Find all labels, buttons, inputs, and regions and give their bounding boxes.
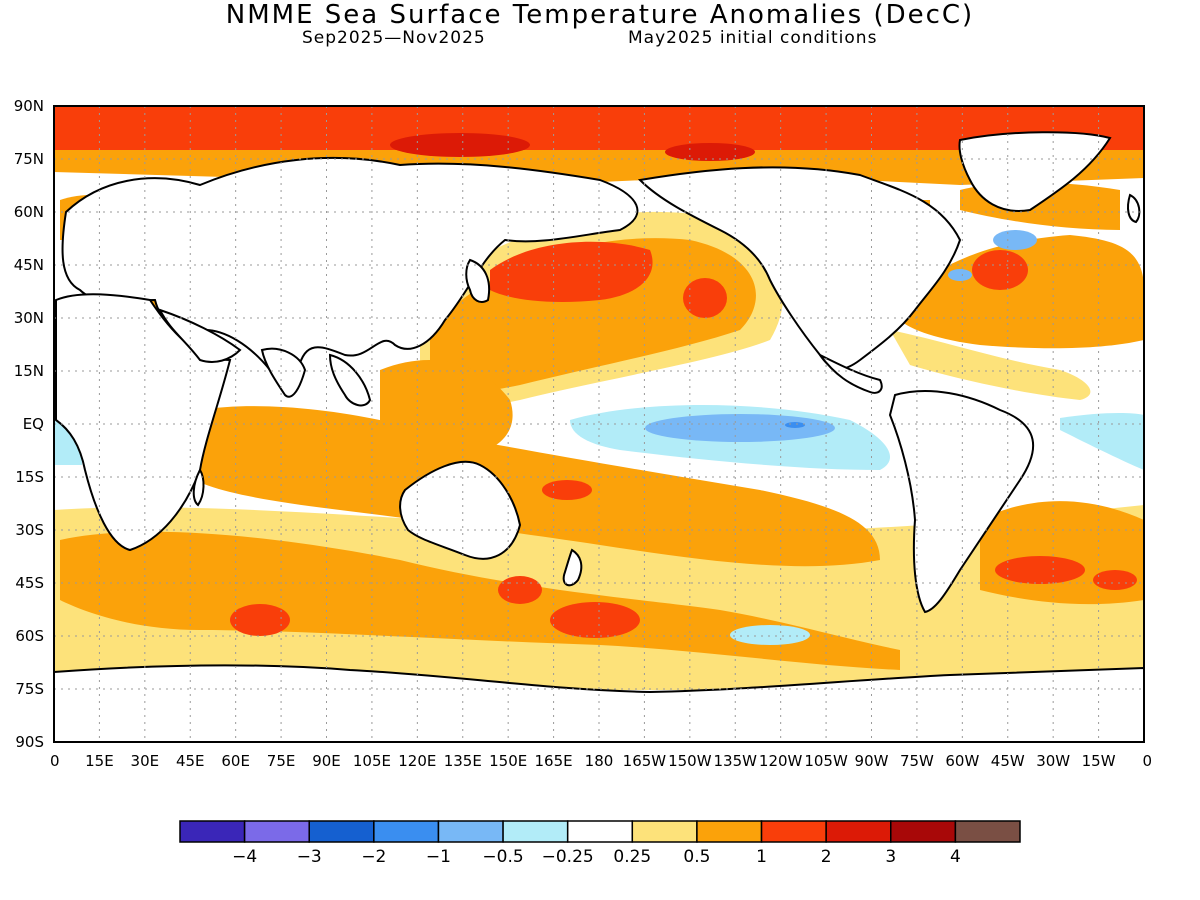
initial-conditions: May2025 initial conditions [628, 28, 878, 48]
colorbar-swatch [954, 820, 1021, 843]
map-title: NMME Sea Surface Temperature Anomalies (… [225, 0, 975, 30]
longitude-label: 120E [398, 752, 436, 770]
forecast-period: Sep2025—Nov2025 [302, 28, 486, 48]
colorbar-swatch [631, 820, 698, 843]
colorbar-tick-label: −2 [361, 847, 386, 867]
longitude-label: 60E [221, 752, 250, 770]
latitude-label: 60S [15, 627, 44, 645]
longitude-labels: 0 15E 30E 45E 60E 75E 90E 105E 120E 135E 150E 165E 1… [50, 752, 1152, 770]
colorbar-swatch [890, 820, 957, 843]
latitude-label: 75S [15, 680, 44, 698]
longitude-label: 105E [353, 752, 391, 770]
colorbar-swatch [502, 820, 569, 843]
colorbar [179, 820, 1021, 843]
map-frame [53, 105, 1145, 743]
longitude-label: 45W [991, 752, 1025, 770]
colorbar-swatch [696, 820, 763, 843]
colorbar-swatch [760, 820, 827, 843]
colorbar-tick-labels: −4 −3 −2 −1 −0.5 −0.25 0.25 0.5 1 2 3 4 [232, 847, 961, 867]
colorbar-swatch [437, 820, 504, 843]
latitude-labels: 90N 75N 60N 45N 30N 15N EQ 15S 30S 45S 60S 75S 90S [14, 97, 44, 751]
latitude-label: 45N [14, 256, 44, 274]
latitude-label: 60N [14, 203, 44, 221]
longitude-label: 15E [85, 752, 114, 770]
longitude-label: 105W [804, 752, 848, 770]
longitude-label: 120W [759, 752, 803, 770]
longitude-label: 30E [131, 752, 160, 770]
colorbar-tick-label: 2 [821, 847, 832, 867]
latitude-label: 90N [14, 97, 44, 115]
colorbar-tick-label: −0.25 [542, 847, 594, 867]
longitude-label: 30W [1036, 752, 1070, 770]
longitude-label: 165W [623, 752, 667, 770]
colorbar-tick-label: 0.25 [613, 847, 651, 867]
colorbar-swatch [825, 820, 892, 843]
latitude-label: 30S [15, 521, 44, 539]
grid-lines [54, 106, 1144, 742]
longitude-label: 0 [1142, 752, 1152, 770]
latitude-label: 45S [15, 574, 44, 592]
colorbar-tick-label: −3 [297, 847, 322, 867]
colorbar-tick-label: 0.5 [683, 847, 710, 867]
longitude-label: 150E [489, 752, 527, 770]
longitude-label: 150W [668, 752, 712, 770]
latitude-label: 90S [15, 733, 44, 751]
longitude-label: 180 [585, 752, 614, 770]
longitude-label: 45E [176, 752, 205, 770]
colorbar-swatch [179, 820, 246, 843]
longitude-label: 15W [1082, 752, 1116, 770]
longitude-label: 75W [900, 752, 934, 770]
colorbar-tick-label: 4 [950, 847, 961, 867]
latitude-label: 30N [14, 309, 44, 327]
colorbar-tick-label: −1 [426, 847, 451, 867]
colorbar-tick-label: 1 [756, 847, 767, 867]
longitude-label: 135E [444, 752, 482, 770]
colorbar-tick-label: −4 [232, 847, 257, 867]
colorbar-swatch [243, 820, 310, 843]
latitude-label: EQ [23, 415, 44, 433]
longitude-label: 75E [267, 752, 296, 770]
latitude-label: 15N [14, 362, 44, 380]
latitude-label: 75N [14, 150, 44, 168]
latitude-label: 15S [15, 468, 44, 486]
longitude-label: 90W [855, 752, 889, 770]
longitude-label: 135W [714, 752, 758, 770]
longitude-label: 90E [312, 752, 341, 770]
colorbar-tick-label: 3 [885, 847, 896, 867]
colorbar-swatch [373, 820, 440, 843]
longitude-label: 165E [535, 752, 573, 770]
longitude-label: 60W [945, 752, 979, 770]
colorbar-tick-label: −0.5 [482, 847, 523, 867]
colorbar-swatch [566, 820, 634, 843]
longitude-label: 0 [50, 752, 60, 770]
colorbar-swatch [308, 820, 375, 843]
